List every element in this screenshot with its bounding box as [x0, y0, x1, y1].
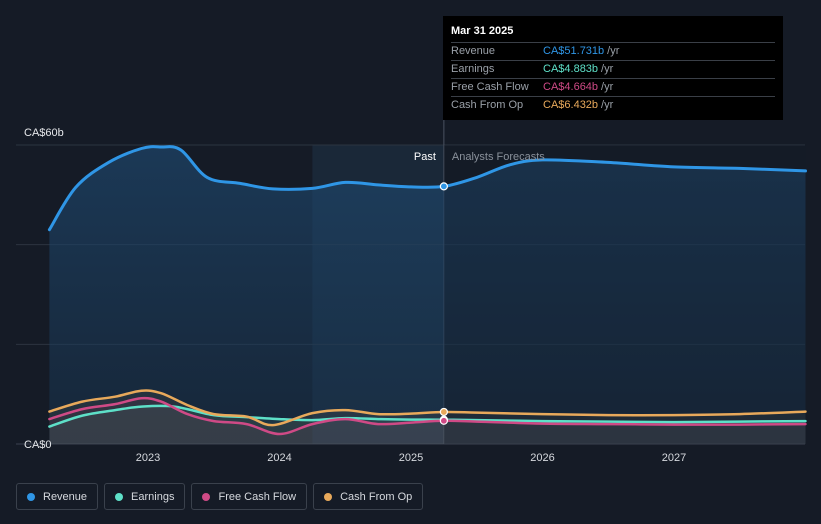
- tooltip-row-unit: /yr: [601, 81, 614, 93]
- tooltip-row-value: CA$4.664b: [543, 81, 599, 93]
- legend-label: Cash From Op: [340, 490, 413, 503]
- x-tick-label: 2026: [530, 452, 554, 464]
- tooltip-markers: [439, 182, 448, 425]
- x-tick-label: 2023: [136, 452, 160, 464]
- tooltip-row-unit: /yr: [607, 45, 620, 57]
- earnings-area: [49, 405, 806, 444]
- legend-item-revenue[interactable]: Revenue: [16, 483, 99, 510]
- free-cash-flow-marker: [439, 416, 448, 425]
- tooltip-row-label: Revenue: [451, 45, 496, 57]
- legend-dot-icon: [324, 492, 333, 501]
- tooltip-box: Mar 31 2025 Revenue CA$51.731b/yr Earnings…: [443, 16, 783, 120]
- axis-labels: CA$60b CA$0 2023 2024 2025 2026 2027 Past Analys…: [24, 127, 686, 464]
- tooltip-row-label: Earnings: [451, 63, 495, 75]
- legend-dot-icon: [27, 492, 35, 501]
- revenue-line: [47, 145, 807, 232]
- chart-legend: Revenue Earnings Free Cash Flow Cash From O…: [16, 483, 424, 510]
- tooltip-row-revenue: Revenue CA$51.731b/yr: [451, 42, 775, 60]
- tooltip-row-earnings: Earnings CA$4.883b/yr: [451, 60, 775, 78]
- legend-item-earnings[interactable]: Earnings: [104, 483, 186, 510]
- series-areas: [49, 145, 806, 444]
- legend-dot-icon: [202, 492, 211, 501]
- tooltip-row-value: CA$4.883b: [543, 63, 599, 75]
- legend-label: Revenue: [43, 490, 88, 503]
- y-tick-label: CA$60b: [24, 127, 64, 139]
- cash-from-op-marker: [439, 407, 448, 417]
- earnings-line: [48, 404, 807, 428]
- x-tick-label: 2024: [267, 452, 291, 464]
- x-tick-label: 2027: [662, 452, 686, 464]
- revenue-area: [49, 146, 806, 444]
- x-tick-label: 2025: [399, 452, 423, 464]
- legend-label: Earnings: [131, 490, 175, 503]
- free-cash-flow-area: [49, 398, 806, 444]
- tooltip-row-label: Free Cash Flow: [451, 81, 529, 93]
- tooltip-row-cash-from-op: Cash From Op CA$6.432b/yr: [451, 96, 775, 114]
- tooltip-row-value: CA$6.432b: [543, 99, 599, 111]
- tooltip-row-unit: /yr: [601, 99, 614, 111]
- tooltip-row-value: CA$51.731b: [543, 45, 605, 57]
- legend-item-free-cash-flow[interactable]: Free Cash Flow: [191, 483, 308, 510]
- legend-dot-icon: [115, 492, 124, 501]
- revenue-marker: [439, 182, 448, 191]
- series-lines: [47, 145, 807, 436]
- legend-label: Free Cash Flow: [218, 490, 297, 503]
- tooltip-row-label: Cash From Op: [451, 99, 524, 111]
- tooltip-row-unit: /yr: [601, 63, 614, 75]
- past-label: Past: [414, 151, 436, 163]
- forecast-overlay: [443, 145, 806, 444]
- free-cash-flow-line: [48, 396, 807, 436]
- legend-item-cash-from-op[interactable]: Cash From Op: [313, 483, 424, 510]
- forecast-label: Analysts Forecasts: [452, 151, 545, 163]
- cash-from-op-area: [49, 390, 806, 444]
- y-tick-label: CA$0: [24, 439, 52, 451]
- cash-from-op-line: [48, 389, 807, 427]
- tooltip-date: Mar 31 2025: [451, 25, 514, 37]
- tooltip-row-free-cash-flow: Free Cash Flow CA$4.664b/yr: [451, 78, 775, 96]
